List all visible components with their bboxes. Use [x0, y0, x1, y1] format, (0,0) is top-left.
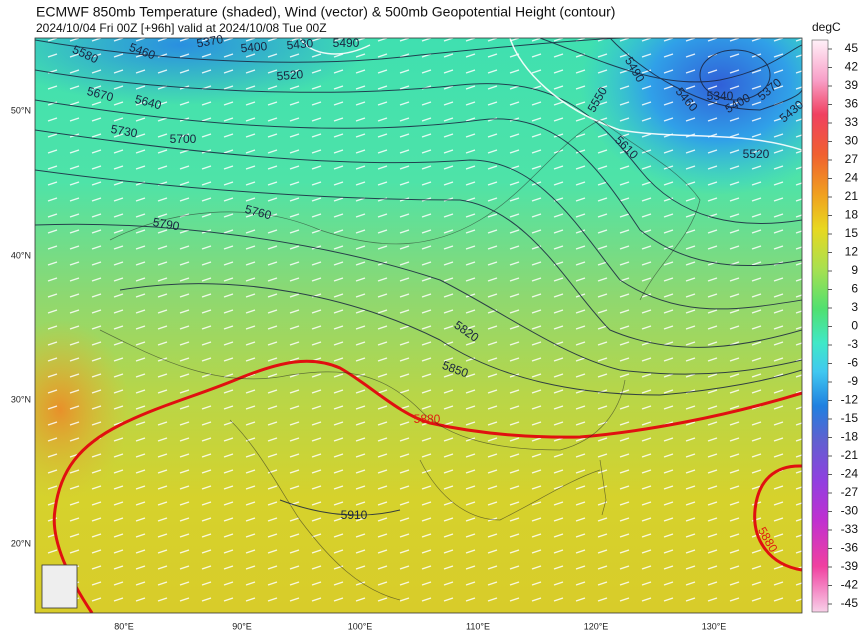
contour-label: 5700 [170, 132, 197, 146]
freezing-line [299, 38, 802, 151]
map [35, 38, 802, 613]
inset-map [41, 564, 78, 609]
colorbar-tick-label: -12 [841, 393, 859, 407]
colorbar-tick-label: -39 [841, 559, 859, 573]
contour-label: 5430 [286, 36, 314, 52]
contour-label: 5790 [152, 215, 181, 233]
contour-label: 5640 [134, 92, 164, 113]
lon-label: 80°E [114, 621, 134, 631]
lon-label: 110°E [466, 621, 490, 631]
colorbar-tick-label: -21 [841, 448, 859, 462]
colorbar-tick-label: -36 [841, 541, 859, 555]
contour-label: 5910 [341, 508, 368, 522]
map-frame [34, 37, 803, 614]
contour-label: 5730 [110, 122, 139, 140]
lat-label: 50°N [11, 105, 31, 115]
colorbar-tick-label: 3 [851, 300, 858, 314]
contour-label: 5670 [86, 84, 116, 105]
lon-label: 120°E [584, 621, 609, 631]
title: ECMWF 850mb Temperature (shaded), Wind (… [36, 4, 615, 20]
colorbar-tick-label: 39 [845, 78, 859, 92]
contour-label: 5370 [195, 32, 224, 50]
colorbar-tick-label: -15 [841, 411, 859, 425]
colorbar-tick-label: 6 [851, 282, 858, 296]
contour-label: 5490 [333, 36, 360, 50]
lon-label: 130°E [702, 621, 727, 631]
colorbar-tick-label: 27 [845, 152, 859, 166]
borders [99, 119, 701, 601]
colorbar-tick-label: 9 [851, 263, 858, 277]
contour-label: 5520 [276, 67, 304, 83]
colorbar-tick-label: -42 [841, 578, 859, 592]
colorbar-tick-label: 30 [845, 134, 859, 148]
contour-label: 5520 [743, 147, 770, 161]
contour-label: 5880 [414, 412, 441, 426]
height-contours [35, 38, 802, 516]
lat-label: 40°N [11, 250, 31, 260]
colorbar-tick-label: -27 [841, 485, 859, 499]
colorbar-tick-label: 18 [845, 208, 859, 222]
colorbar-tick-label: -30 [841, 504, 859, 518]
colorbar-tick-label: 42 [845, 60, 859, 74]
colorbar-tick-label: 21 [845, 189, 859, 203]
colorbar-tick-label: 33 [845, 115, 859, 129]
colorbar-tick-label: 45 [845, 41, 859, 55]
colorbar-tick-label: -3 [847, 337, 858, 351]
colorbar-tick-label: -18 [841, 430, 859, 444]
colorbar [811, 39, 829, 613]
colorbar-tick-label: 15 [845, 226, 859, 240]
colorbar-tick-label: 36 [845, 97, 859, 111]
lon-label: 100°E [348, 621, 373, 631]
colorbar-tick-label: 0 [851, 319, 858, 333]
colorbar-tick-label: -33 [841, 522, 859, 536]
lat-label: 20°N [11, 538, 31, 548]
contour-5880 [52, 359, 802, 613]
colorbar-tick-label: -6 [847, 356, 858, 370]
colorbar-tick-label: 12 [845, 245, 859, 259]
colorbar-tick-label: -24 [841, 467, 859, 481]
contour-label: 5400 [240, 39, 268, 55]
lat-label: 30°N [11, 394, 31, 404]
colorbar-label: degC [812, 20, 841, 34]
lon-label: 90°E [232, 621, 252, 631]
contour-label: 5340 [707, 89, 734, 103]
colorbar-tick-label: 24 [845, 171, 859, 185]
wind-vectors [35, 38, 802, 613]
contour-label: 5760 [244, 202, 274, 223]
subtitle: 2024/10/04 Fri 00Z [+96h] valid at 2024/… [36, 21, 327, 35]
colorbar-tick-label: -9 [847, 374, 858, 388]
colorbar-tick-label: -45 [841, 596, 859, 610]
